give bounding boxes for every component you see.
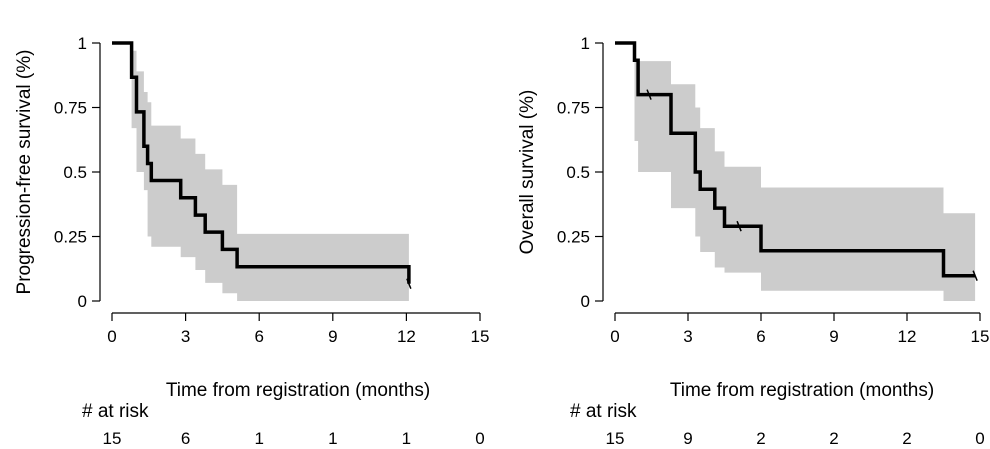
y-tick-label: 0.5 (566, 163, 590, 182)
risk-count: 0 (975, 429, 984, 448)
y-tick-label: 0.25 (557, 228, 590, 247)
y-tick-label: 0 (78, 292, 87, 311)
risk-count: 15 (103, 429, 122, 448)
progression-free-survival-chart: 0 0.25 0.5 0.75 1 0 3 6 9 12 15 Progression-free su… (14, 34, 489, 448)
censor-mark (406, 278, 412, 289)
x-tick-label: 0 (107, 327, 116, 346)
survival-curve (112, 41, 411, 284)
y-tick-label: 0.75 (54, 99, 87, 118)
x-tick-label: 0 (610, 327, 619, 346)
y-tick-label: 0.5 (63, 163, 87, 182)
y-axis-title: Overall survival (%) (517, 90, 538, 255)
censor-mark (972, 270, 978, 281)
x-axis-title: Time from registration (months) (670, 380, 934, 401)
x-tick-label: 15 (971, 327, 990, 346)
risk-table-header: # at risk (82, 401, 149, 422)
x-tick-label: 9 (328, 327, 337, 346)
risk-count: 15 (606, 429, 625, 448)
risk-count: 2 (829, 429, 838, 448)
survival-curve (615, 41, 976, 278)
x-axis-title: Time from registration (months) (166, 380, 430, 401)
y-tick-label: 0.75 (557, 99, 590, 118)
y-tick-label: 0.25 (54, 228, 87, 247)
y-tick-label: 0 (581, 292, 590, 311)
x-tick-label: 12 (397, 327, 416, 346)
x-tick-label: 12 (898, 327, 917, 346)
overall-survival-chart: 0 0.25 0.5 0.75 1 0 3 6 9 12 15 Overall survival (%… (517, 34, 989, 448)
confidence-band (131, 50, 409, 302)
risk-count: 2 (902, 429, 911, 448)
x-tick-label: 9 (829, 327, 838, 346)
confidence-band (634, 61, 976, 301)
x-tick-label: 3 (683, 327, 692, 346)
censor-mark (736, 220, 742, 232)
risk-count: 1 (402, 429, 411, 448)
risk-count: 0 (475, 429, 484, 448)
risk-count: 6 (181, 429, 190, 448)
y-tick-label: 1 (581, 34, 590, 53)
x-tick-label: 3 (181, 327, 190, 346)
x-tick-label: 6 (254, 327, 263, 346)
x-tick-label: 15 (471, 327, 490, 346)
x-tick-label: 6 (756, 327, 765, 346)
risk-count: 2 (756, 429, 765, 448)
y-tick-label: 1 (78, 34, 87, 53)
risk-count: 1 (254, 429, 263, 448)
risk-count: 1 (328, 429, 337, 448)
censor-mark (646, 89, 652, 100)
risk-count: 9 (683, 429, 692, 448)
y-axis-title: Progression-free survival (%) (14, 50, 35, 295)
risk-table-header: # at risk (570, 401, 637, 422)
